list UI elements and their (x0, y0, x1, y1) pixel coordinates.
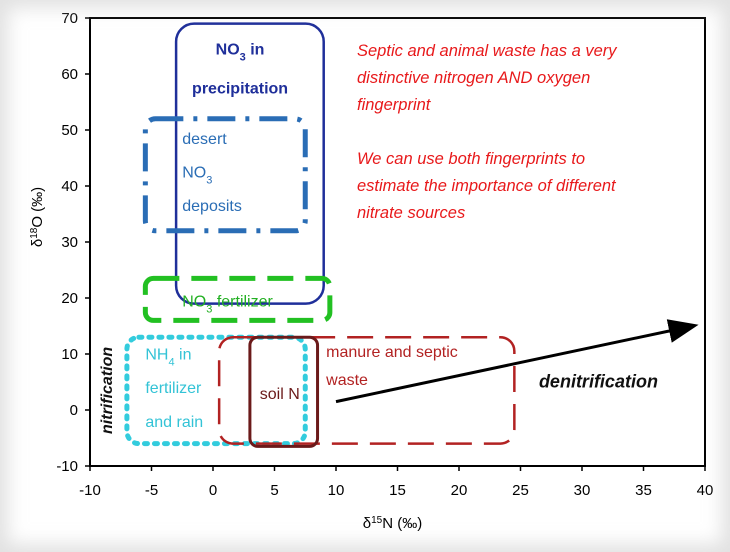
note-line-5: We can use both fingerprints to (357, 150, 585, 168)
denitrification-label: denitrification (539, 372, 658, 392)
x-tick-label: 10 (328, 482, 345, 499)
y-tick-label: 70 (61, 10, 78, 27)
arrows (335, 319, 699, 404)
desert-no3-label: NO3 (182, 165, 212, 187)
soil-n-outline (248, 335, 320, 448)
manure-septic-region: manure and septic waste (217, 335, 516, 445)
no3-fertilizer-label: NO3 fertilizer (182, 293, 273, 315)
annotations: denitrification nitrification (99, 347, 658, 434)
note-line-1: Septic and animal waste has a very (357, 42, 618, 60)
x-tick-label: -10 (79, 482, 101, 499)
manure-septic-label: manure and septic (326, 344, 458, 361)
x-tick-label: 15 (389, 482, 406, 499)
no3-fertilizer-outline (142, 275, 333, 323)
x-tick-label: -5 (145, 482, 158, 499)
y-tick-label: 40 (61, 178, 78, 195)
desert-no3-label: deposits (182, 198, 242, 215)
denitrification-arrow (335, 319, 699, 404)
note-line-6: estimate the importance of different (357, 177, 617, 195)
desert-no3-label: desert (182, 131, 227, 148)
no3-fertilizer-region: NO3 fertilizer (142, 275, 333, 323)
x-tick-label: 25 (512, 482, 529, 499)
manure-septic-outline (217, 335, 516, 445)
y-tick-label: 50 (61, 122, 78, 139)
manure-septic-label: waste (325, 372, 368, 389)
y-axis-label: δ18O (‰) (29, 187, 47, 247)
x-axis: -10 -5 0 5 10 15 20 25 30 35 40 (79, 466, 713, 499)
no3-precip-label: NO3 in (216, 41, 265, 63)
no3-precip-label: precipitation (192, 81, 288, 98)
note-line-7: nitrate sources (357, 204, 465, 222)
x-tick-label: 0 (209, 482, 217, 499)
nitrification-label: nitrification (99, 347, 116, 434)
source-regions: NO3 inprecipitationdesertNO3depositsNO3 … (124, 22, 516, 448)
note-line-2: distinctive nitrogen AND oxygen (357, 69, 590, 87)
y-tick-label: -10 (56, 458, 78, 475)
y-tick-label: 20 (61, 290, 78, 307)
nh4-fertilizer-outline (124, 334, 308, 447)
y-tick-label: 30 (61, 234, 78, 251)
no3-precip-region: NO3 in precipitation (174, 22, 325, 305)
y-axis: -10 0 10 20 30 40 50 60 70 (56, 10, 90, 475)
x-tick-label: 20 (451, 482, 468, 499)
soil-n-region: soil N (248, 335, 320, 448)
nh4-fertilizer-label: fertilizer (145, 380, 202, 397)
x-tick-label: 30 (574, 482, 591, 499)
x-tick-label: 35 (635, 482, 652, 499)
nh4-fertilizer-region: NH4 in fertilizer and rain (124, 334, 308, 447)
y-tick-label: 0 (70, 402, 78, 419)
x-axis-label: δ15N (‰) (363, 515, 422, 533)
note-text: Septic and animal waste has a very distin… (357, 42, 618, 222)
nh4-fertilizer-label: and rain (145, 414, 203, 431)
note-line-3: fingerprint (357, 96, 432, 114)
y-tick-label: 10 (61, 346, 78, 363)
no3-precip-outline (174, 22, 325, 305)
desert-no3-region: desert NO3 deposits (142, 116, 308, 234)
x-tick-label: 5 (270, 482, 278, 499)
x-tick-label: 40 (697, 482, 714, 499)
desert-no3-outline (142, 116, 308, 234)
nh4-fertilizer-label: NH4 in (145, 347, 191, 369)
y-tick-label: 60 (61, 66, 78, 83)
soil-n-label: soil N (260, 386, 300, 403)
